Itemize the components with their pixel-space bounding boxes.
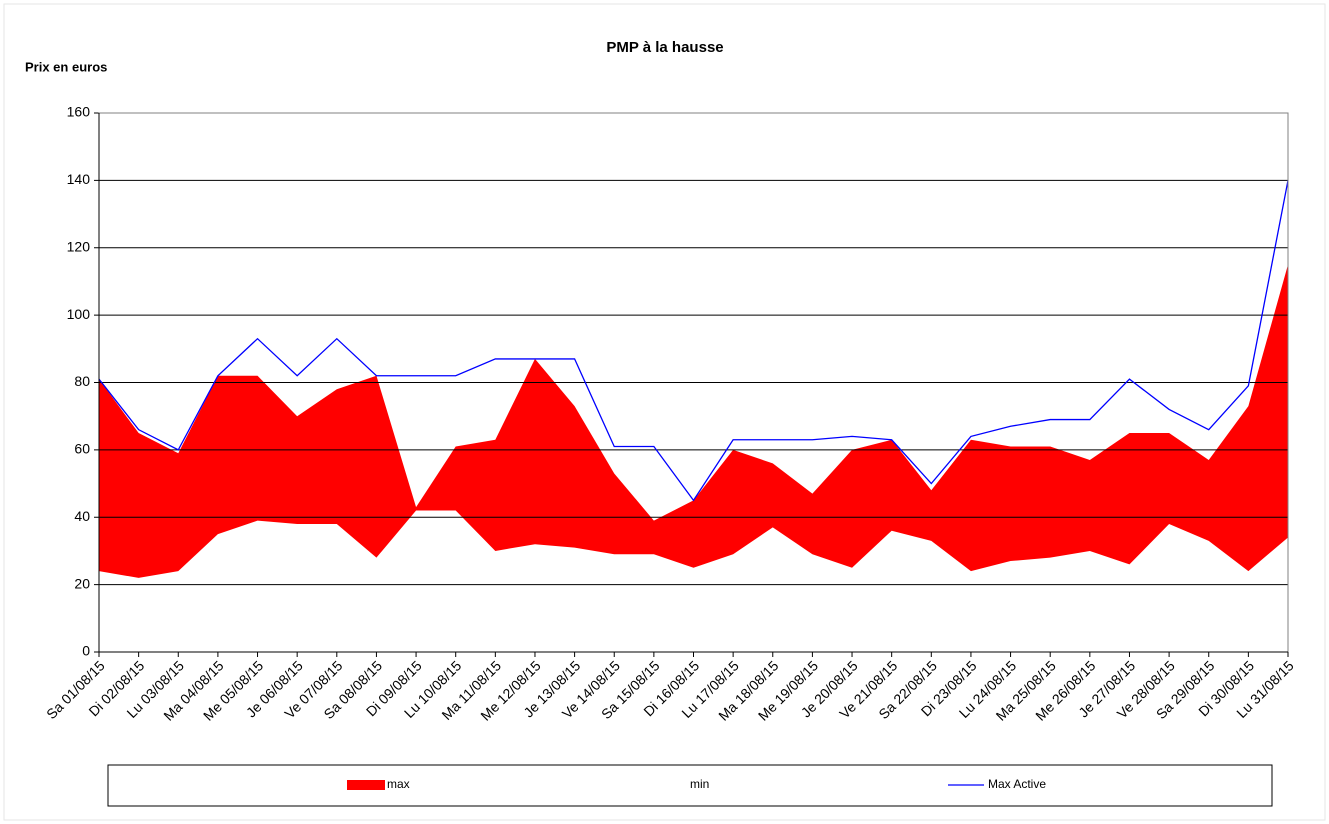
y-tick-label: 160 [67,104,91,120]
y-tick-label: 140 [67,171,91,187]
legend-label: max [387,777,410,791]
legend [107,764,1273,807]
chart-title: PMP à la hausse [606,39,723,56]
y-tick-label: 80 [74,373,90,389]
legend-swatch [650,780,688,790]
legend-label: Max Active [988,777,1046,791]
y-axis-label: Prix en euros [25,59,107,74]
legend-label: min [690,777,709,791]
y-tick-label: 40 [74,508,90,524]
area-min [99,510,1288,652]
legend-swatch [347,780,385,790]
plot [99,264,1288,652]
y-tick-label: 60 [74,441,90,457]
line-max-active [98,180,1289,502]
y-tick-label: 0 [82,643,90,659]
y-tick-label: 120 [67,238,91,254]
y-tick-label: 100 [67,306,91,322]
y-tick-label: 20 [74,575,90,591]
